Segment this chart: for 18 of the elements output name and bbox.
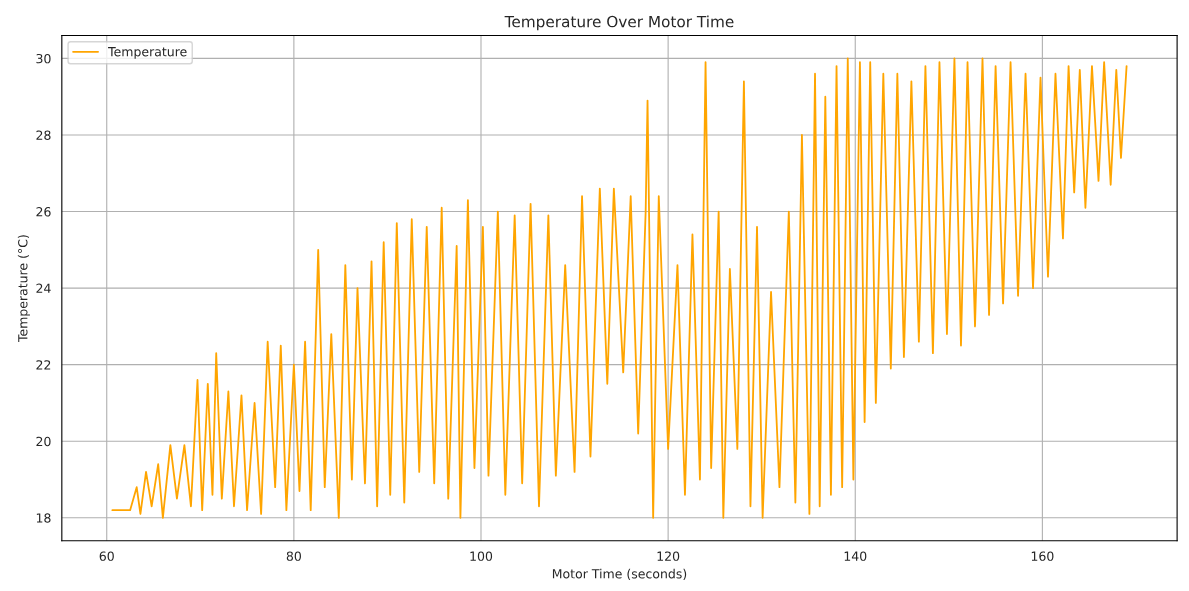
x-tick-label: 80 [286, 551, 301, 561]
y-tick-label: 22 [36, 360, 51, 370]
y-tick-label: 18 [36, 513, 51, 523]
chart-title: Temperature Over Motor Time [504, 15, 734, 31]
x-tick-label: 60 [99, 551, 114, 561]
x-tick-label: 120 [657, 551, 680, 561]
y-tick-label: 24 [36, 283, 51, 293]
legend-label: Temperature [108, 47, 187, 59]
y-tick-label: 28 [36, 130, 51, 140]
line-series [111, 57, 1128, 519]
y-axis-title: Temperature (°C) [17, 235, 30, 343]
y-tick-label: 30 [36, 53, 51, 64]
y-tick-label: 26 [36, 207, 51, 217]
x-tick-label: 140 [844, 551, 867, 561]
x-tick-label: 100 [470, 551, 493, 561]
x-tick-label: 160 [1031, 551, 1054, 561]
y-tick-label: 20 [36, 436, 51, 447]
x-axis-title: Motor Time (seconds) [552, 568, 687, 580]
